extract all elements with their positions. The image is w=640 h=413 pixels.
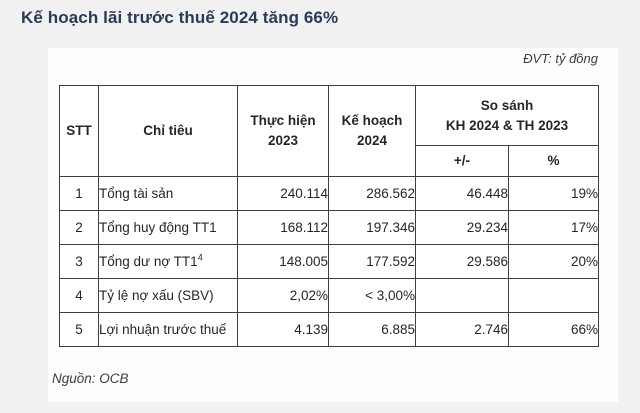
cell-kh2024: 286.562 <box>328 176 416 211</box>
cell-kh2024: < 3,00% <box>328 278 416 313</box>
page-title: Kế hoạch lãi trước thuế 2024 tăng 66% <box>21 8 339 27</box>
table-row: 1 Tổng tài sản 240.114 286.562 46.448 19… <box>59 176 599 211</box>
cell-pct: 66% <box>508 312 599 347</box>
col-header-so-sanh-line1: So sánh <box>480 97 534 113</box>
cell-pct: 20% <box>508 244 599 279</box>
cell-pct: 19% <box>508 176 599 211</box>
table-body: 1 Tổng tài sản 240.114 286.562 46.448 19… <box>59 176 599 347</box>
cell-chi-tieu: Tỷ lệ nợ xấu (SBV) <box>98 278 238 313</box>
col-header-ke-hoach-line2: 2024 <box>356 133 388 148</box>
col-header-thuc-hien-2023: Thực hiện 2023 <box>237 85 329 177</box>
col-header-ke-hoach-line1: Kế hoạch <box>341 113 403 129</box>
table-header: STT Chỉ tiêu Thực hiện 2023 Kế hoạch 202… <box>59 85 599 177</box>
cell-delta: 29.586 <box>415 244 509 279</box>
cell-stt: 5 <box>59 312 99 347</box>
cell-stt: 2 <box>59 210 99 245</box>
table-row: 2 Tổng huy động TT1 168.112 197.346 29.2… <box>59 210 599 245</box>
col-header-chi-tieu: Chỉ tiêu <box>98 85 238 177</box>
cell-chi-tieu-footnote: 4 <box>197 252 203 263</box>
cell-chi-tieu: Lợi nhuận trước thuế <box>98 312 238 347</box>
cell-th2023: 4.139 <box>237 312 329 347</box>
cell-th2023: 2,02% <box>237 278 329 313</box>
cell-th2023: 240.114 <box>237 176 329 211</box>
cell-delta: 2.746 <box>415 312 509 347</box>
col-header-so-sanh-line2: KH 2024 & TH 2023 <box>445 117 569 133</box>
col-header-percent: % <box>508 145 599 177</box>
cell-kh2024: 197.346 <box>328 210 416 245</box>
cell-stt: 1 <box>59 176 99 211</box>
unit-note: ĐVT: tỷ đồng <box>523 51 598 66</box>
cell-kh2024: 177.592 <box>328 244 416 279</box>
cell-delta <box>415 278 509 313</box>
col-header-stt: STT <box>59 85 99 177</box>
table-row: 4 Tỷ lệ nợ xấu (SBV) 2,02% < 3,00% <box>59 278 599 313</box>
cell-th2023: 148.005 <box>237 244 329 279</box>
cell-chi-tieu: Tổng huy động TT1 <box>98 210 238 245</box>
table-row: 5 Lợi nhuận trước thuế 4.139 6.885 2.746… <box>59 312 599 347</box>
cell-kh2024: 6.885 <box>328 312 416 347</box>
cell-th2023: 168.112 <box>237 210 329 245</box>
cell-delta: 29.234 <box>415 210 509 245</box>
cell-chi-tieu-text: Tổng dư nợ TT1 <box>99 254 198 269</box>
cell-stt: 3 <box>59 244 99 279</box>
cell-chi-tieu: Tổng tài sản <box>98 176 238 211</box>
col-header-ke-hoach-2024: Kế hoạch 2024 <box>328 85 416 177</box>
col-header-thuc-hien-line1: Thực hiện <box>250 113 316 129</box>
cell-pct <box>508 278 599 313</box>
col-header-so-sanh: So sánh KH 2024 & TH 2023 <box>415 85 599 146</box>
cell-delta: 46.448 <box>415 176 509 211</box>
cell-chi-tieu: Tổng dư nợ TT14 <box>98 244 238 279</box>
source-note: Nguồn: OCB <box>52 371 129 386</box>
col-header-thuc-hien-line2: 2023 <box>267 133 299 148</box>
cell-pct: 17% <box>508 210 599 245</box>
cell-stt: 4 <box>59 278 99 313</box>
financial-targets-table: STT Chỉ tiêu Thực hiện 2023 Kế hoạch 202… <box>59 85 599 347</box>
table-row: 3 Tổng dư nợ TT14 148.005 177.592 29.586… <box>59 244 599 279</box>
col-header-delta: +/- <box>415 145 509 177</box>
